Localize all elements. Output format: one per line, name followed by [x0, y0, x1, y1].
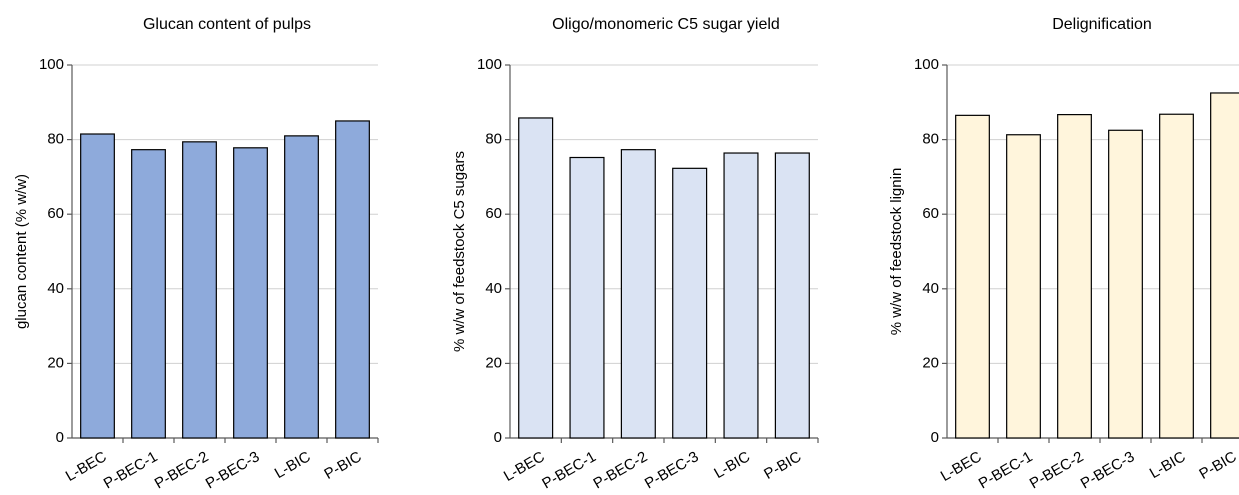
- x-tick-label: P-BIC: [761, 448, 804, 483]
- x-tick-label: L-BIC: [272, 448, 314, 482]
- y-tick-label: 60: [922, 205, 939, 222]
- y-tick-label: 80: [922, 131, 939, 148]
- x-tick-label: P-BEC-3: [203, 448, 263, 492]
- x-tick-label: P-BEC-1: [539, 448, 599, 492]
- bar: [335, 120, 370, 439]
- y-tick-label: 40: [485, 280, 502, 297]
- bar: [284, 135, 319, 439]
- y-tick-label: 20: [922, 354, 939, 371]
- y-tick-label: 100: [477, 56, 502, 73]
- chart-title: Delignification: [1052, 16, 1152, 33]
- y-axis-label: % w/w of feedstock lignin: [888, 168, 905, 336]
- x-tick-label: P-BIC: [1196, 448, 1239, 483]
- bar: [955, 114, 990, 439]
- y-tick-label: 60: [485, 205, 502, 222]
- x-tick-label: P-BIC: [321, 448, 364, 483]
- bar: [1210, 92, 1239, 439]
- x-tick-label: P-BEC-3: [642, 448, 702, 492]
- y-tick-label: 60: [47, 205, 64, 222]
- bar: [1159, 113, 1194, 439]
- bar: [233, 147, 268, 439]
- x-tick-label: P-BEC-2: [591, 448, 651, 492]
- y-tick-label: 0: [494, 429, 502, 446]
- y-tick-label: 100: [914, 56, 939, 73]
- bar: [518, 117, 554, 439]
- bar: [620, 149, 656, 439]
- bar: [182, 141, 217, 439]
- chart-title: Oligo/monomeric C5 sugar yield: [552, 16, 780, 33]
- x-tick-label: P-BEC-2: [152, 448, 212, 492]
- y-tick-label: 20: [485, 354, 502, 371]
- bar: [1006, 134, 1041, 439]
- x-tick-label: P-BEC-3: [1078, 448, 1138, 492]
- y-tick-label: 100: [39, 56, 64, 73]
- x-tick-label: P-BEC-2: [1027, 448, 1087, 492]
- y-tick-label: 40: [47, 280, 64, 297]
- y-tick-label: 80: [485, 131, 502, 148]
- bar: [131, 149, 166, 439]
- bar: [569, 156, 605, 439]
- bar: [1108, 129, 1143, 439]
- x-tick-label: L-BIC: [711, 448, 753, 482]
- bar: [774, 152, 810, 439]
- chart-title: Glucan content of pulps: [143, 16, 311, 33]
- bar: [1057, 114, 1092, 439]
- y-tick-label: 0: [931, 429, 939, 446]
- bar: [672, 167, 708, 439]
- y-tick-label: 40: [922, 280, 939, 297]
- y-tick-label: 20: [47, 354, 64, 371]
- y-axis-label: % w/w of feedstock C5 sugars: [451, 151, 468, 352]
- y-tick-label: 0: [56, 429, 64, 446]
- x-tick-label: P-BEC-1: [976, 448, 1036, 492]
- y-tick-label: 80: [47, 131, 64, 148]
- x-tick-label: L-BIC: [1147, 448, 1189, 482]
- x-tick-label: P-BEC-1: [101, 448, 161, 492]
- bar: [723, 152, 759, 439]
- bar: [80, 133, 115, 439]
- y-axis-label: glucan content (% w/w): [13, 174, 30, 329]
